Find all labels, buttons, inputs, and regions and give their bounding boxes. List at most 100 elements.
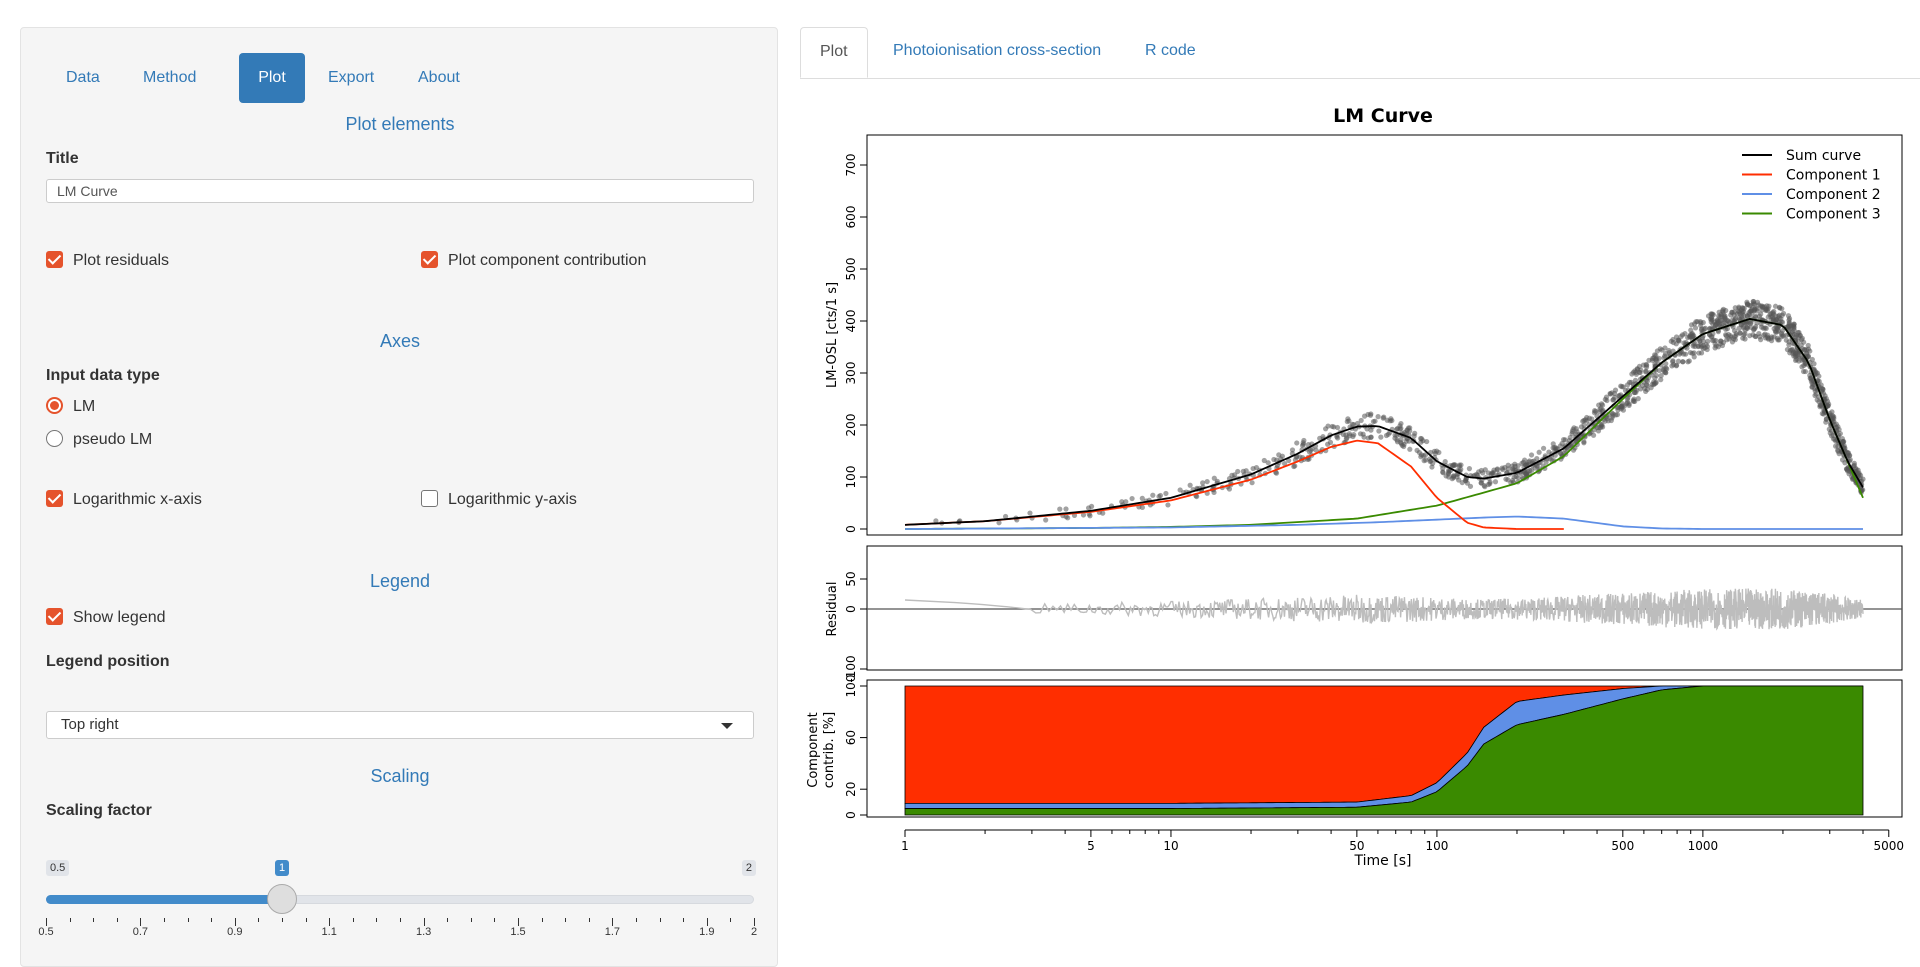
slider-tick	[376, 918, 378, 922]
data-point	[1229, 472, 1235, 478]
data-point	[1378, 434, 1384, 440]
slider-tick	[352, 918, 354, 922]
series-line-component-2	[904, 515, 1863, 530]
plot-residuals-label: Plot residuals	[73, 252, 170, 269]
radio-pseudo-lm[interactable]: pseudo LM	[46, 430, 152, 452]
checkbox-checked-icon[interactable]	[46, 608, 63, 626]
tab-plot-output[interactable]: Plot	[800, 27, 868, 78]
plot-residuals-checkbox[interactable]: Plot residuals	[46, 251, 169, 273]
data-point	[1826, 426, 1832, 432]
data-point	[1163, 490, 1169, 497]
data-point	[1211, 475, 1217, 481]
y-tick-label: 700	[844, 154, 858, 177]
data-point	[1440, 470, 1446, 476]
x-tick-label: 50	[1349, 839, 1364, 853]
data-point	[1717, 314, 1723, 320]
control-panel: Data Method Plot Export About Plot eleme…	[20, 27, 778, 967]
data-point	[1177, 487, 1183, 493]
y-tick-label: 100	[844, 466, 858, 489]
data-point	[1403, 438, 1409, 444]
data-point	[1165, 502, 1171, 508]
data-point	[1717, 341, 1723, 347]
data-point	[1509, 463, 1515, 469]
tab-photoionisation[interactable]: Photoionisation cross-section	[893, 42, 1102, 59]
data-point	[1688, 327, 1694, 333]
y-tick-label: 0	[844, 525, 858, 533]
title-input[interactable]	[46, 179, 754, 203]
data-point	[1744, 325, 1750, 332]
show-legend-checkbox[interactable]: Show legend	[46, 608, 166, 630]
data-point	[1536, 449, 1542, 455]
data-point	[1597, 406, 1603, 413]
slider-tick	[659, 918, 661, 922]
slider-tick-label: 1.3	[415, 926, 432, 938]
data-point	[1490, 471, 1496, 477]
data-point	[1833, 438, 1839, 444]
radio-lm[interactable]: LM	[46, 397, 95, 419]
tab-r-code[interactable]: R code	[1145, 42, 1196, 59]
contribution-y-tick-label: 20	[844, 782, 858, 797]
slider-tick	[234, 918, 236, 926]
series-line-sum-curve	[904, 318, 1864, 526]
data-point	[1793, 332, 1800, 338]
data-point	[1629, 371, 1635, 377]
tab-export[interactable]: Export	[328, 69, 375, 86]
tab-data[interactable]: Data	[66, 69, 100, 86]
chevron-down-icon[interactable]	[721, 723, 733, 729]
data-point	[1087, 513, 1093, 519]
checkbox-checked-icon[interactable]	[46, 251, 63, 269]
slider-handle[interactable]	[267, 884, 297, 914]
radio-selected-icon[interactable]	[46, 397, 63, 415]
data-point	[1649, 357, 1655, 363]
data-point	[1658, 377, 1664, 383]
slider-tick	[423, 918, 425, 926]
checkbox-checked-icon[interactable]	[46, 490, 63, 508]
data-point	[1376, 428, 1382, 434]
slider-tick	[447, 918, 449, 922]
radio-unselected-icon[interactable]	[46, 430, 63, 448]
data-point	[1733, 332, 1739, 339]
log-y-checkbox[interactable]: Logarithmic y-axis	[421, 490, 577, 512]
contribution-area-component-3	[904, 685, 1864, 816]
slider-tick	[46, 918, 47, 926]
slider-tick	[706, 918, 708, 926]
residual-y-axis-label: Residual	[825, 582, 840, 637]
data-point	[1405, 425, 1412, 431]
data-point	[1357, 431, 1364, 437]
slider-tick	[140, 918, 142, 926]
data-point	[1550, 441, 1556, 447]
slider-tick-label: 0.9	[227, 926, 243, 938]
data-point	[1528, 452, 1535, 458]
scaling-slider[interactable]: 0.5 2 1 0.5 0.7 0.9 1.1 1.3 1.5 1.7 1.9 2	[38, 860, 757, 940]
checkbox-checked-icon[interactable]	[421, 251, 438, 269]
data-point	[1456, 477, 1462, 483]
data-point	[1685, 334, 1691, 341]
tab-plot[interactable]: Plot	[239, 53, 305, 103]
data-point	[1790, 349, 1797, 355]
data-point	[1325, 423, 1331, 429]
legend-position-select[interactable]: Top right	[46, 711, 754, 739]
slider-tick	[187, 918, 189, 922]
data-point	[1736, 305, 1742, 311]
slider-tick-label: 1.7	[604, 926, 621, 938]
axes-heading: Axes	[379, 331, 421, 351]
checkbox-unchecked-icon[interactable]	[421, 490, 438, 508]
data-point	[1442, 458, 1448, 465]
data-point	[1729, 339, 1736, 345]
data-point	[1085, 505, 1092, 511]
legend-label: Component 1	[1786, 168, 1881, 184]
data-point	[1779, 332, 1785, 338]
y-tick-label: 600	[844, 206, 858, 229]
data-point	[1673, 334, 1680, 340]
log-x-checkbox[interactable]: Logarithmic x-axis	[46, 490, 202, 512]
slider-tick-label: 1.1	[321, 926, 337, 938]
output-tabs: Plot Photoionisation cross-section R cod…	[800, 27, 1920, 79]
data-point	[1407, 446, 1413, 452]
tab-method[interactable]: Method	[143, 69, 197, 86]
plot-component-contribution-checkbox[interactable]: Plot component contribution	[421, 251, 646, 273]
slider-tick	[305, 918, 307, 922]
data-point	[1860, 487, 1866, 493]
data-point	[1752, 314, 1759, 320]
tab-about[interactable]: About	[418, 69, 460, 86]
slider-tick	[470, 918, 472, 922]
